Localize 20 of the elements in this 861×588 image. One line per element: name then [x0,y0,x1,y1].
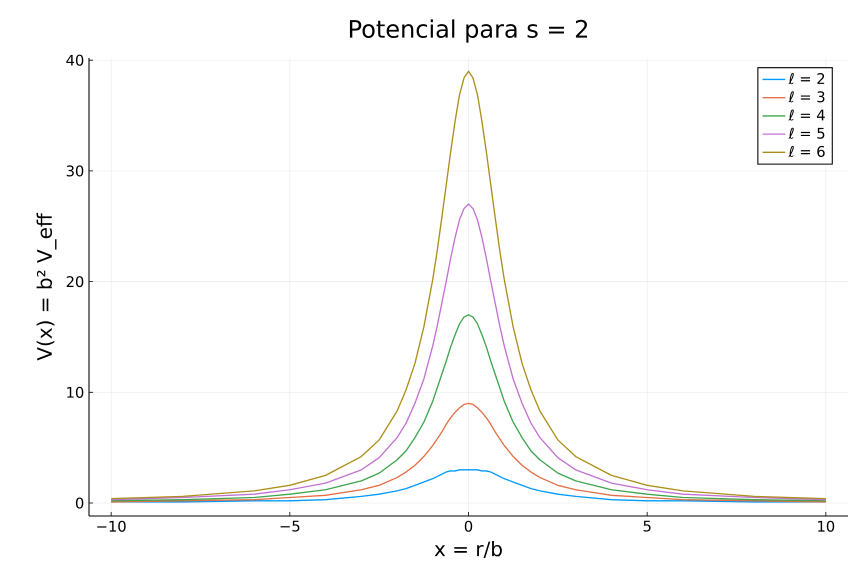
y-tick-label: 40 [66,54,84,66]
line-series [110,203,827,500]
x-tick-label: −10 [97,520,126,532]
x-tick-label: 10 [818,520,834,532]
y-tick-label: 0 [76,498,84,509]
x-axis-title: x = r/b [434,540,502,558]
y-tick-label: 20 [66,276,84,288]
x-tick-label: 5 [644,520,651,532]
y-axis-title: V(x) = b² V_eff [36,212,56,361]
y-tick-label: 10 [67,386,84,398]
y-tick-label: 30 [66,165,84,176]
x-tick-label: 0 [464,520,472,532]
x-tick-label: −5 [280,520,300,532]
legend-label: ℓ = 5 [788,128,824,139]
legend-label: ℓ = 3 [788,91,824,102]
chart-title: Potencial para s = 2 [350,19,588,43]
legend-label: ℓ = 4 [788,109,825,121]
line-series [110,70,827,500]
legend-label: ℓ = 6 [788,146,825,157]
legend-label: ℓ = 2 [788,73,824,84]
